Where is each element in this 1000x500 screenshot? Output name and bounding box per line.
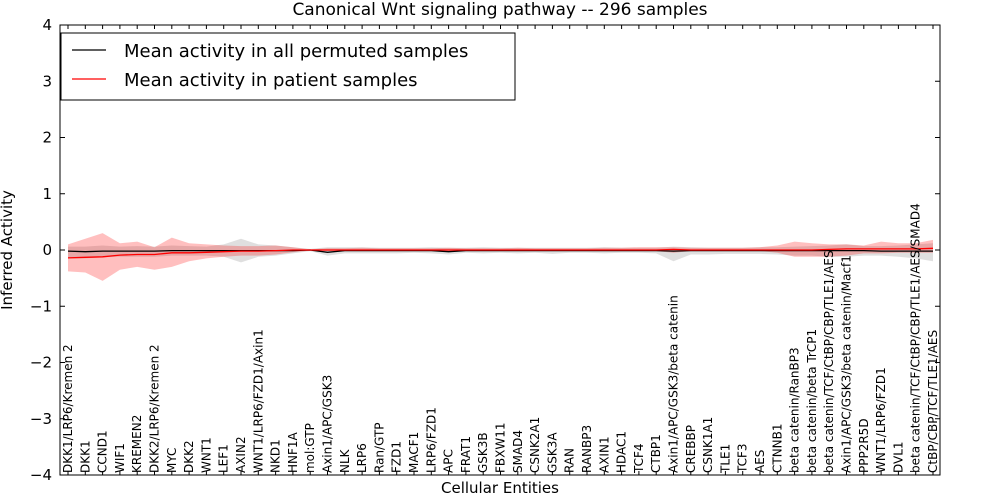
x-axis: DKK1/LRP6/Kremen 2 DKK1 CCND1 WIF1 KREMEN2 DK…: [61, 25, 940, 475]
x-tick-label: WNT1/LRP6/FZD1/Axin1: [251, 329, 265, 473]
x-tick-label: WIF1: [113, 443, 127, 473]
x-tick-label: MACF1: [407, 432, 421, 473]
x-tick-label: Ran/GTP: [372, 422, 386, 473]
x-tick-label: beta catenin/beta TrCP1: [805, 329, 819, 473]
x-tick-label: beta catenin/RanBP3: [788, 347, 802, 473]
y-tick-label: −4: [30, 466, 52, 484]
x-tick-label: FZD1: [390, 441, 404, 473]
x-tick-label: beta catenin/TCF/CtBP/CBP/TLE1/AES/SMAD4: [909, 203, 923, 473]
series-line-patient: [67, 247, 934, 259]
x-tick-label: AXIN2: [234, 436, 248, 473]
x-tick-label: GSK3B: [476, 432, 490, 473]
x-tick-label: NLK: [338, 448, 352, 473]
x-tick-label: DKK1/LRP6/Kremen 2: [61, 344, 75, 473]
x-tick-label: Axin1/APC/GSK3/beta catenin: [667, 295, 681, 473]
x-tick-label: FBXW11: [494, 423, 508, 474]
x-tick-label: SMAD4: [511, 430, 525, 473]
x-tick-label: NKD1: [269, 439, 283, 473]
x-tick-label: DKK2: [182, 440, 196, 473]
series-lines: [67, 247, 934, 259]
y-tick-label: −2: [30, 354, 52, 372]
y-tick-label: 4: [42, 16, 52, 34]
x-tick-label: mol:GTP: [303, 423, 317, 473]
confidence-bands: [68, 233, 933, 281]
x-tick-label: LEF1: [217, 444, 231, 473]
y-tick-label: −1: [30, 297, 52, 315]
x-tick-label: CTNNB1: [770, 423, 784, 473]
x-tick-label: DKK2/LRP6/Kremen 2: [148, 344, 162, 473]
x-tick-label: Axin1/APC/GSK3/beta catenin/Macf1: [840, 255, 854, 473]
y-tick-label: 2: [42, 129, 52, 147]
x-tick-label: RAN: [563, 448, 577, 473]
x-tick-label: FRAT1: [459, 436, 473, 473]
y-tick-label: 1: [42, 185, 52, 203]
x-tick-label: CtBP/CBP/TCF/TLE1/AES: [926, 330, 940, 473]
x-tick-label: TCF4: [632, 443, 646, 474]
chart-title: Canonical Wnt signaling pathway -- 296 s…: [292, 0, 707, 20]
x-tick-label: HDAC1: [615, 431, 629, 473]
x-tick-label: CSNK1A1: [701, 417, 715, 473]
x-tick-label: GSK3A: [545, 432, 559, 473]
x-tick-label: MYC: [165, 448, 179, 473]
legend: Mean activity in all permuted samples Me…: [60, 32, 516, 101]
legend-box: [60, 32, 516, 101]
x-tick-label: AES: [753, 450, 767, 473]
x-tick-label: HNF1A: [286, 431, 300, 473]
x-tick-label: beta catenin/TCF/CtBP/CBP/TLE1/AES: [822, 250, 836, 473]
x-tick-label: APC: [442, 449, 456, 473]
x-tick-label: KREMEN2: [130, 415, 144, 473]
x-axis-label: Cellular Entities: [441, 479, 559, 497]
x-tick-label: CREBBP: [684, 425, 698, 473]
x-tick-label: WNT1/LRP6/FZD1: [874, 367, 888, 473]
x-tick-label: TLE1: [718, 444, 732, 474]
y-tick-label: −3: [30, 410, 52, 428]
x-tick-label: PPP2R5D: [857, 418, 871, 473]
y-tick-label: 3: [42, 72, 52, 90]
confidence-band-patient: [68, 233, 933, 281]
x-tick-label: Axin1/APC/GSK3: [321, 375, 335, 473]
y-axis-label: Inferred Activity: [0, 190, 16, 310]
legend-label-patient: Mean activity in patient samples: [124, 70, 418, 91]
x-tick-label: RANBP3: [580, 425, 594, 473]
x-tick-label: LRP6: [355, 443, 369, 473]
x-tick-label: CTBP1: [649, 434, 663, 473]
legend-label-permuted: Mean activity in all permuted samples: [124, 41, 468, 62]
x-tick-label: CSNK2A1: [528, 417, 542, 473]
x-tick-label: AXIN1: [597, 436, 611, 473]
x-tick-label: WNT1: [199, 437, 213, 473]
x-tick-label: DVL1: [891, 441, 905, 473]
y-axis: −4 −3 −2 −1 0 1 2 3 4: [30, 16, 940, 484]
x-tick-label: LRP6/FZD1: [424, 407, 438, 473]
x-tick-label: DKK1: [78, 440, 92, 473]
x-tick-label: CCND1: [96, 430, 110, 473]
y-tick-label: 0: [42, 241, 52, 259]
x-tick-label: TCF3: [736, 443, 750, 474]
